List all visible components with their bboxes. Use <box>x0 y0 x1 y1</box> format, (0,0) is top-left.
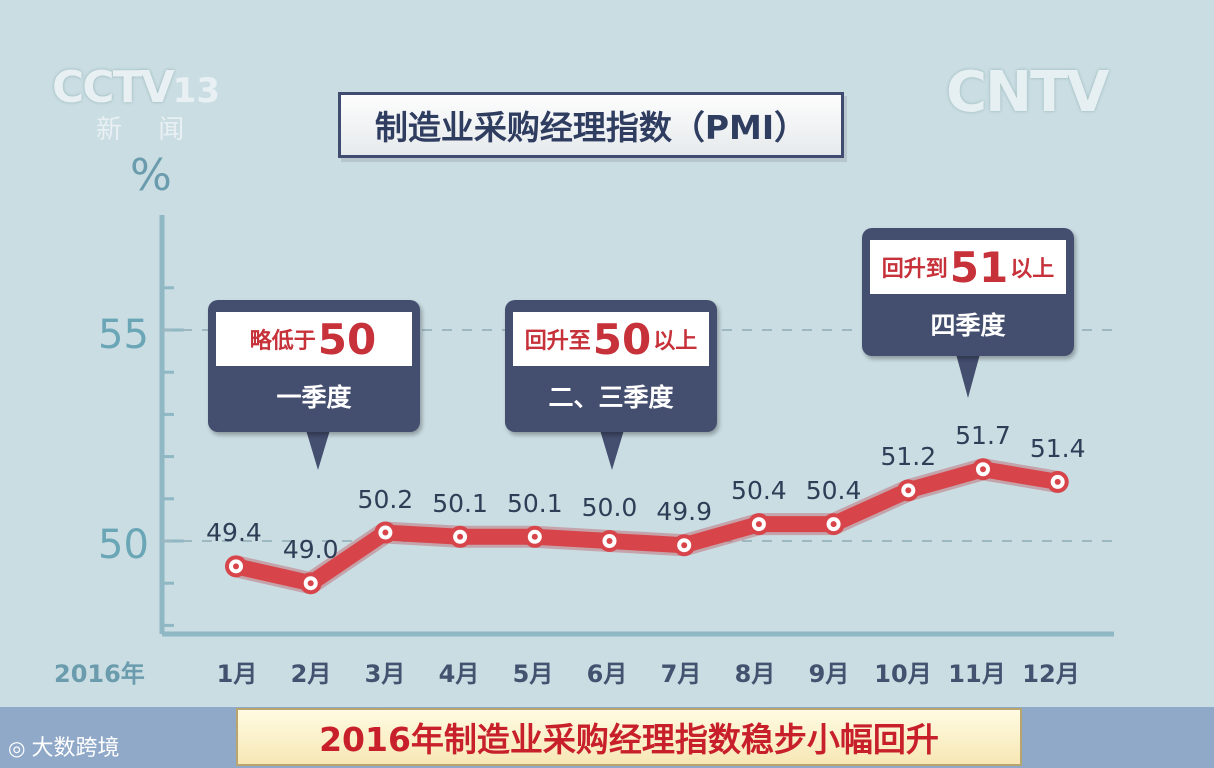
x-tick-label: 5月 <box>512 660 554 688</box>
series-line <box>228 461 1066 592</box>
data-label: 50.4 <box>805 476 862 506</box>
q1-callout-headline: 略低于 50 <box>216 312 412 366</box>
data-point-center <box>382 529 389 536</box>
callout-pointers <box>306 354 980 470</box>
x-tick-label: 1月 <box>216 660 258 688</box>
q4-callout-period: 四季度 <box>930 311 1006 340</box>
data-point-center <box>681 542 688 549</box>
callout-prefix: 略低于 <box>249 329 316 354</box>
callout-number: 51 <box>949 242 1009 292</box>
callout-suffix: 以上 <box>653 329 698 354</box>
news-logo-text: 新 闻 <box>96 115 199 145</box>
x-tick-label: 8月 <box>734 660 776 688</box>
q2-q3-callout-period: 二、三季度 <box>548 383 674 412</box>
watermark-text: 大数跨境 <box>31 736 120 761</box>
cctv-logo-text: CCTV <box>52 62 175 113</box>
data-point-center <box>905 487 912 494</box>
data-point-center <box>1054 478 1061 485</box>
cctv13-logo: CCTV13 新 闻 <box>52 62 220 146</box>
data-label: 51.2 <box>880 442 937 472</box>
data-label: 51.7 <box>955 421 1011 451</box>
callout-suffix: 以上 <box>1010 257 1055 282</box>
data-label: 49.9 <box>656 497 713 527</box>
data-point-center <box>755 521 762 528</box>
x-axis-year-label: 2016年 <box>54 660 145 688</box>
callout-pointer <box>600 430 624 470</box>
callout-prefix: 回升到 <box>881 257 948 282</box>
x-tick-label: 3月 <box>364 660 406 688</box>
callout-pointer <box>956 354 980 398</box>
data-label: 51.4 <box>1029 433 1086 463</box>
x-tick-label: 6月 <box>586 660 628 688</box>
q1-callout: 略低于 50 一季度 <box>208 300 420 432</box>
data-point-center <box>531 533 538 540</box>
data-point-center <box>457 533 464 540</box>
data-point-center <box>307 580 314 587</box>
callout-number: 50 <box>592 314 652 364</box>
chart-title: 制造业采购经理指数（PMI） <box>338 92 844 158</box>
data-label: 50.4 <box>731 476 787 506</box>
x-tick-label: 9月 <box>808 660 850 688</box>
q1-callout-period: 一季度 <box>276 383 352 412</box>
x-tick-label: 2月 <box>290 660 332 688</box>
callout-pointer <box>306 430 330 470</box>
data-label: 49.4 <box>206 518 262 548</box>
x-tick-label: 7月 <box>660 660 702 688</box>
channel-number: 13 <box>172 71 220 111</box>
pmi-series <box>225 458 1069 595</box>
q4-callout: 回升到 51 以上 四季度 <box>862 228 1074 356</box>
headline-banner: 2016年制造业采购经理指数稳步小幅回升 <box>236 708 1022 766</box>
q2-q3-callout: 回升至 50 以上 二、三季度 <box>505 300 717 432</box>
x-tick-label: 10月 <box>874 660 932 688</box>
y-tick-label: 50 <box>98 522 149 568</box>
q2-q3-callout-headline: 回升至 50 以上 <box>513 312 709 366</box>
watermark: ◎ 大数跨境 <box>8 730 119 762</box>
callout-prefix: 回升至 <box>524 329 591 354</box>
data-label: 50.1 <box>432 488 488 518</box>
data-label: 50.1 <box>506 488 563 518</box>
data-point-center <box>233 563 239 570</box>
y-axis-unit: % <box>130 150 172 201</box>
data-point-center <box>606 538 613 544</box>
y-tick-label: 55 <box>98 312 149 358</box>
data-label: 50.0 <box>581 493 638 522</box>
callout-number: 50 <box>317 314 377 364</box>
x-tick-label: 4月 <box>438 660 480 688</box>
data-point-center <box>980 466 986 473</box>
chart-axes <box>159 215 1114 637</box>
x-tick-label: 12月 <box>1022 660 1080 688</box>
x-tick-label: 11月 <box>948 660 1006 688</box>
watermark-logo-icon: ◎ <box>8 736 26 760</box>
data-label: 50.2 <box>357 484 414 514</box>
data-point-center <box>830 521 837 528</box>
cntv-logo: CNTV <box>946 60 1110 125</box>
q4-callout-headline: 回升到 51 以上 <box>870 240 1066 294</box>
data-label: 49.0 <box>282 535 339 565</box>
